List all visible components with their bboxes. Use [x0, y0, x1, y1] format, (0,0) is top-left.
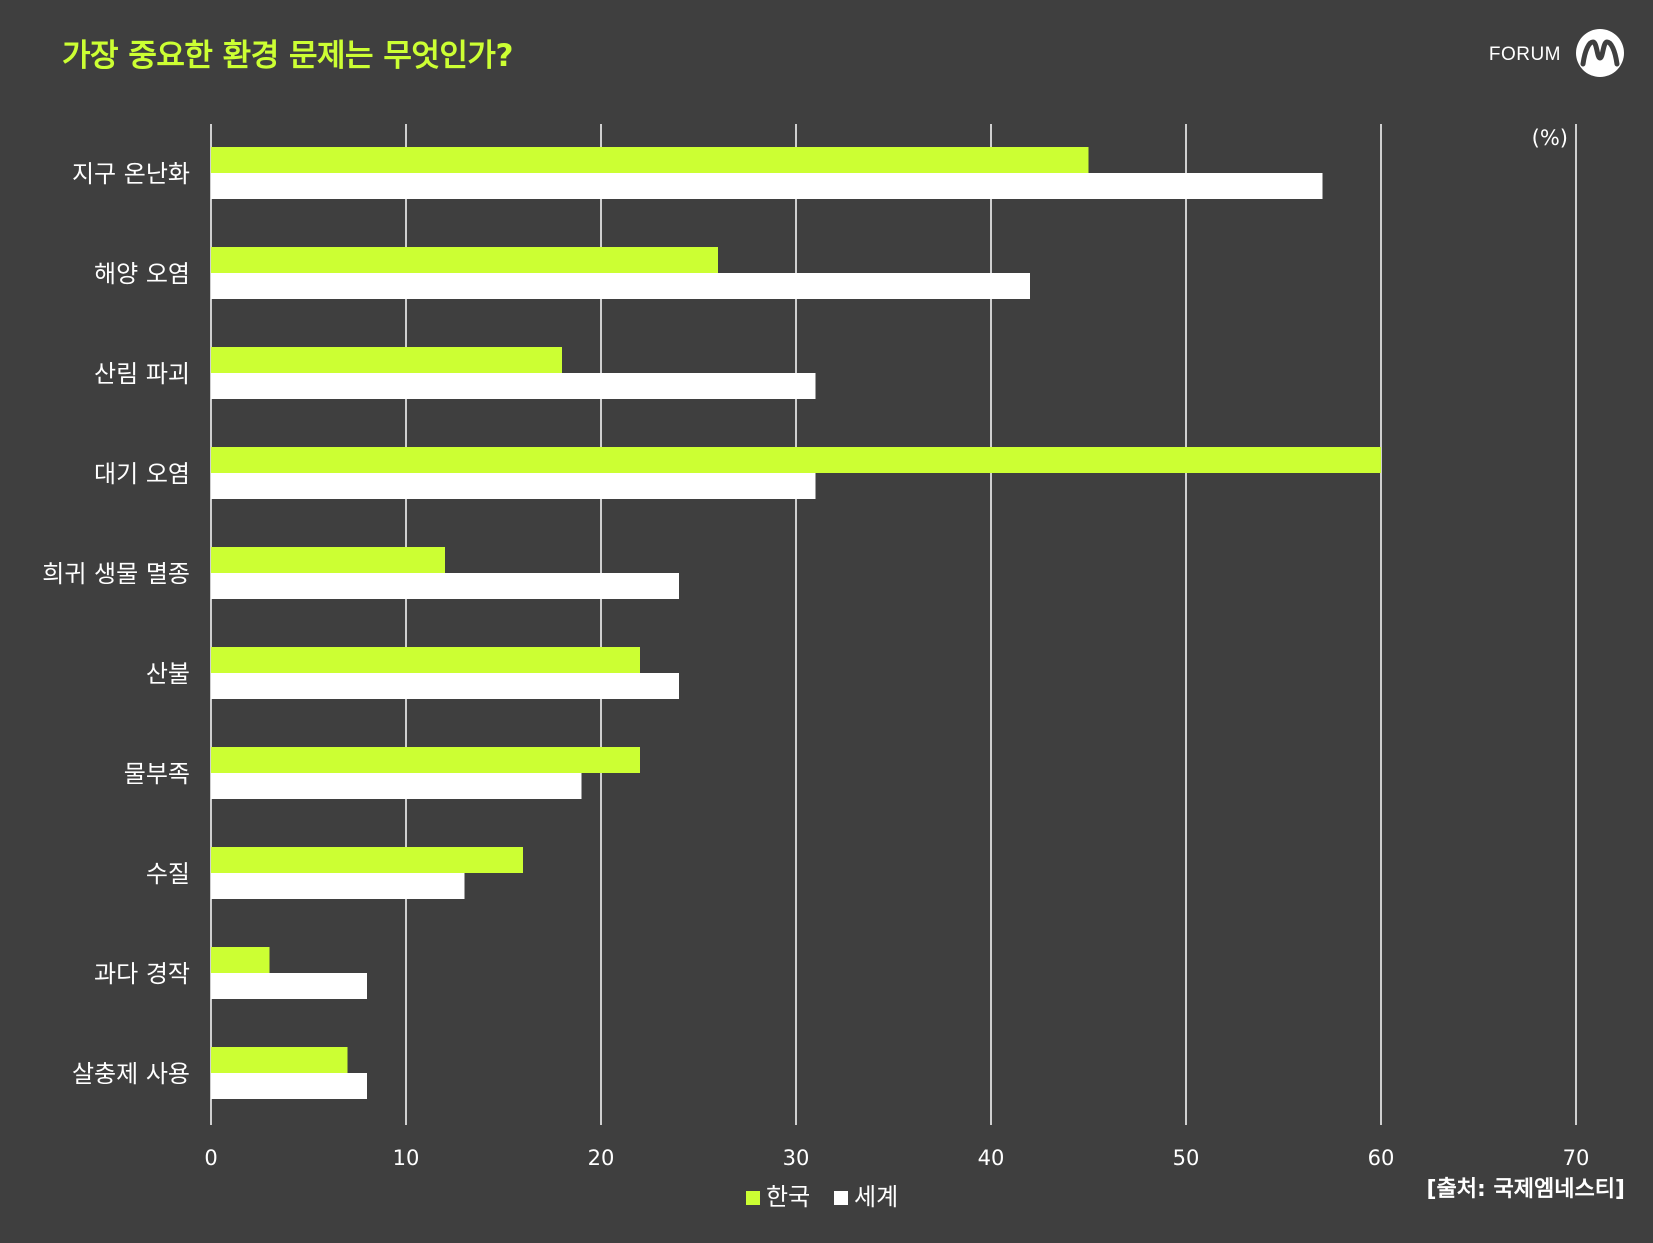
brand-text: FORUM: [1488, 44, 1561, 65]
x-tick-label: 70: [1563, 1146, 1590, 1170]
x-tick-label: 60: [1368, 1146, 1395, 1170]
chart-title: 가장 중요한 환경 문제는 무엇인가?: [62, 38, 513, 74]
category-label: 산림 파괴: [94, 360, 190, 388]
bar-world: [211, 273, 1030, 299]
bar-korea: [211, 547, 445, 573]
source-note: [출처: 국제엠네스티]: [1426, 1177, 1626, 1202]
category-label: 대기 오염: [94, 460, 190, 488]
bars: [211, 147, 1381, 1099]
bar-korea: [211, 447, 1381, 473]
legend-swatch-korea: [746, 1191, 760, 1205]
category-label: 해양 오염: [94, 260, 190, 288]
category-label: 물부족: [124, 760, 190, 788]
bar-world: [211, 173, 1323, 199]
bar-korea: [211, 947, 270, 973]
category-label: 지구 온난화: [72, 160, 190, 188]
bar-world: [211, 1073, 367, 1099]
category-label: 희귀 생물 멸종: [42, 560, 190, 588]
bar-korea: [211, 747, 640, 773]
bar-world: [211, 773, 582, 799]
x-tick-label: 50: [1173, 1146, 1200, 1170]
x-tick-label: 10: [393, 1146, 420, 1170]
legend: 한국 세계: [746, 1183, 898, 1211]
bar-world: [211, 373, 816, 399]
bar-korea: [211, 847, 523, 873]
category-label: 살충제 사용: [72, 1060, 190, 1088]
bar-world: [211, 573, 679, 599]
category-label: 산불: [146, 660, 190, 688]
category-label: 수질: [146, 860, 190, 888]
legend-swatch-world: [834, 1191, 848, 1205]
bar-korea: [211, 147, 1089, 173]
bar-korea: [211, 1047, 348, 1073]
legend-label: 세계: [854, 1183, 898, 1211]
x-tick-label: 40: [978, 1146, 1005, 1170]
bar-world: [211, 973, 367, 999]
bar-world: [211, 873, 465, 899]
legend-label: 한국: [766, 1183, 810, 1211]
category-label: 과다 경작: [94, 960, 190, 988]
bar-korea: [211, 647, 640, 673]
bar-world: [211, 673, 679, 699]
x-tick-label: 20: [588, 1146, 615, 1170]
bar-world: [211, 473, 816, 499]
x-tick-label: 30: [783, 1146, 810, 1170]
bar-korea: [211, 347, 562, 373]
x-axis-tick-labels: 0 10 20 30 40 50 60 70: [204, 1146, 1589, 1170]
forum-m-logo-icon: [1575, 28, 1625, 82]
bar-korea: [211, 247, 718, 273]
x-tick-label: 0: [204, 1146, 217, 1170]
unit-label: (%): [1532, 126, 1568, 150]
brand-logo: FORUM: [1489, 28, 1625, 82]
